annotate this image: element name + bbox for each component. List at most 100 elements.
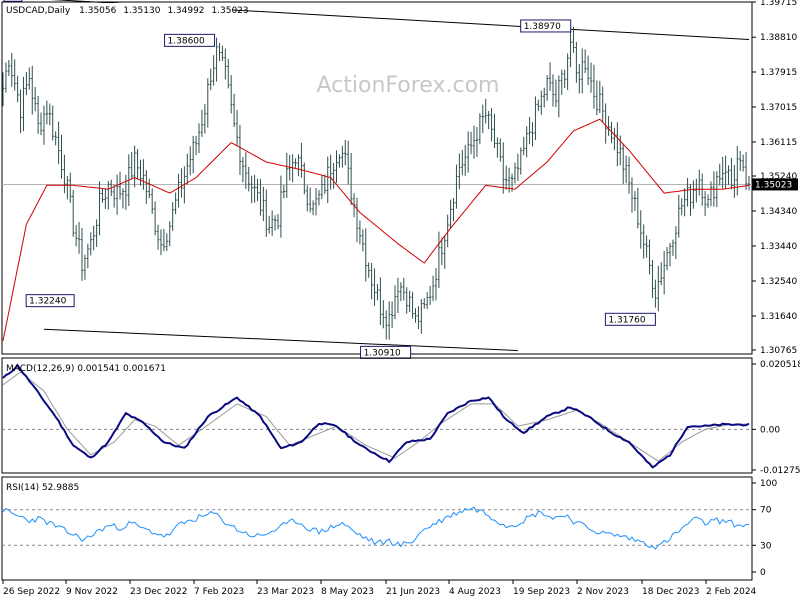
- ohlc-bar: [1, 72, 5, 107]
- ohlc-bar: [115, 174, 119, 215]
- ohlc-bar: [443, 235, 446, 269]
- ohlc-bar: [598, 80, 601, 114]
- rsi-line: [2, 506, 750, 550]
- ohlc-bar: [130, 152, 133, 180]
- ma-path: [2, 118, 750, 341]
- ohlc-bar: [335, 150, 338, 183]
- ohlc-bar: [16, 75, 19, 103]
- ohlc-bar: [282, 185, 286, 199]
- ohlc-bar: [405, 287, 408, 314]
- ohlc-bar: [250, 175, 253, 204]
- ohlc-bar: [425, 292, 429, 310]
- ohlc-bar: [238, 124, 242, 175]
- ohlc-bar: [279, 175, 283, 238]
- ohlc-bar: [48, 103, 52, 126]
- ohlc-bar: [683, 188, 686, 217]
- rsi-y-axis: 100 70 30 0: [752, 479, 777, 578]
- ohlc-bar: [417, 306, 420, 330]
- ohlc-bar: [610, 121, 613, 144]
- ohlc-bar: [703, 190, 707, 216]
- ohlc-bar: [671, 239, 675, 256]
- x-tick-label: 2 Feb 2024: [706, 587, 757, 597]
- ohlc-bar: [466, 131, 470, 173]
- rsi-path: [2, 506, 750, 550]
- ohlc-bar: [370, 262, 373, 300]
- ohlc-bar: [741, 154, 745, 172]
- ohlc-bar: [589, 62, 593, 93]
- ohlc-bar: [651, 259, 654, 299]
- ohlc-bar: [159, 229, 163, 256]
- chart-header: USDCAD,Daily 1.35056 1.35130 1.34992 1.3…: [3, 3, 249, 17]
- ohlc-bar: [259, 178, 262, 216]
- macd-pane-frame: [1, 357, 753, 474]
- ohlc-bar: [168, 221, 171, 247]
- ohlc-bar: [478, 113, 482, 145]
- ohlc-bar: [414, 308, 417, 323]
- ohlc-bar: [516, 153, 520, 181]
- ohlc-bar: [300, 142, 303, 178]
- ohlc-bar: [674, 226, 678, 260]
- ohlc-bar: [686, 177, 689, 207]
- price-annotation: 1.38970: [520, 19, 572, 33]
- ohlc-bar: [247, 166, 250, 192]
- ohlc-bar: [28, 67, 31, 90]
- ohlc-bar: [548, 62, 552, 91]
- ohlc-bar: [484, 98, 487, 124]
- x-tick-label: 23 Dec 2022: [130, 587, 188, 597]
- ohlc-bar: [724, 155, 727, 189]
- ohlc-bar: [452, 197, 455, 222]
- price-y-axis: 1.39715 1.38810 1.37915 1.37015 1.36115 1.352…: [752, 0, 797, 356]
- ohlc-bar: [622, 143, 625, 184]
- price-y-tick-label: 1.34340: [760, 207, 797, 217]
- price-y-tick-label: 1.36115: [760, 138, 797, 148]
- ohlc-bar: [229, 75, 233, 114]
- ohlc-bar: [385, 310, 388, 340]
- ohlc-bar: [273, 215, 277, 231]
- ohlc-bar: [265, 189, 268, 238]
- ohlc-bar: [232, 93, 236, 128]
- ohlc-bar: [180, 168, 183, 198]
- ohlc-bar: [364, 228, 367, 282]
- ohlc-bar: [177, 173, 180, 208]
- annotation-box: [3, 0, 23, 2]
- ohlc-bar: [680, 198, 683, 216]
- ohlc-bar: [33, 86, 37, 112]
- ohlc-bar: [98, 181, 101, 236]
- ohlc-bar: [303, 162, 306, 195]
- ohlc-bar: [189, 146, 192, 176]
- current-price-tag: 1.35023: [752, 178, 798, 191]
- ohlc-bar: [311, 200, 315, 216]
- ohlc-bar: [349, 152, 353, 206]
- ohlc-bar: [662, 250, 666, 295]
- ohlc-bar: [77, 222, 81, 254]
- x-tick-label: 23 Mar 2023: [257, 587, 314, 597]
- ohlc-bar: [408, 290, 411, 313]
- ohlc-bar: [156, 224, 160, 250]
- macd-y-tick-label: -0.012755: [760, 466, 800, 476]
- ohlc-bar: [657, 265, 660, 312]
- ohlc-bar: [36, 95, 40, 135]
- ohlc-bar: [162, 228, 166, 252]
- price-y-tick-label: 1.39715: [760, 0, 797, 8]
- ohlc-bar: [101, 189, 104, 203]
- rsi-y-tick-label: 0: [760, 568, 766, 578]
- symbol-label: USDCAD,Daily: [6, 6, 71, 16]
- ohlc-bar: [133, 145, 136, 188]
- price-pane: ActionForex.com 1.397151.388101.379151.3…: [1, 0, 798, 359]
- ohlc-bar: [461, 149, 464, 176]
- x-tick-label: 18 Dec 2023: [642, 587, 700, 597]
- ohlc-bar: [235, 109, 239, 147]
- ohlc-bar: [390, 301, 394, 328]
- ohlc-bar: [382, 300, 385, 329]
- ohlc-bar: [297, 154, 300, 177]
- ohlc-bar: [739, 151, 742, 171]
- ohlc-bar: [206, 78, 209, 128]
- ohlc-bar: [551, 74, 555, 107]
- ohlc-high: 1.35130: [123, 6, 160, 16]
- annotation-label: 760: [7, 0, 24, 1]
- ohlc-bar: [45, 100, 49, 125]
- ohlc-bar: [446, 214, 449, 248]
- ohlc-bar: [142, 159, 145, 190]
- ohlc-bar: [502, 142, 505, 194]
